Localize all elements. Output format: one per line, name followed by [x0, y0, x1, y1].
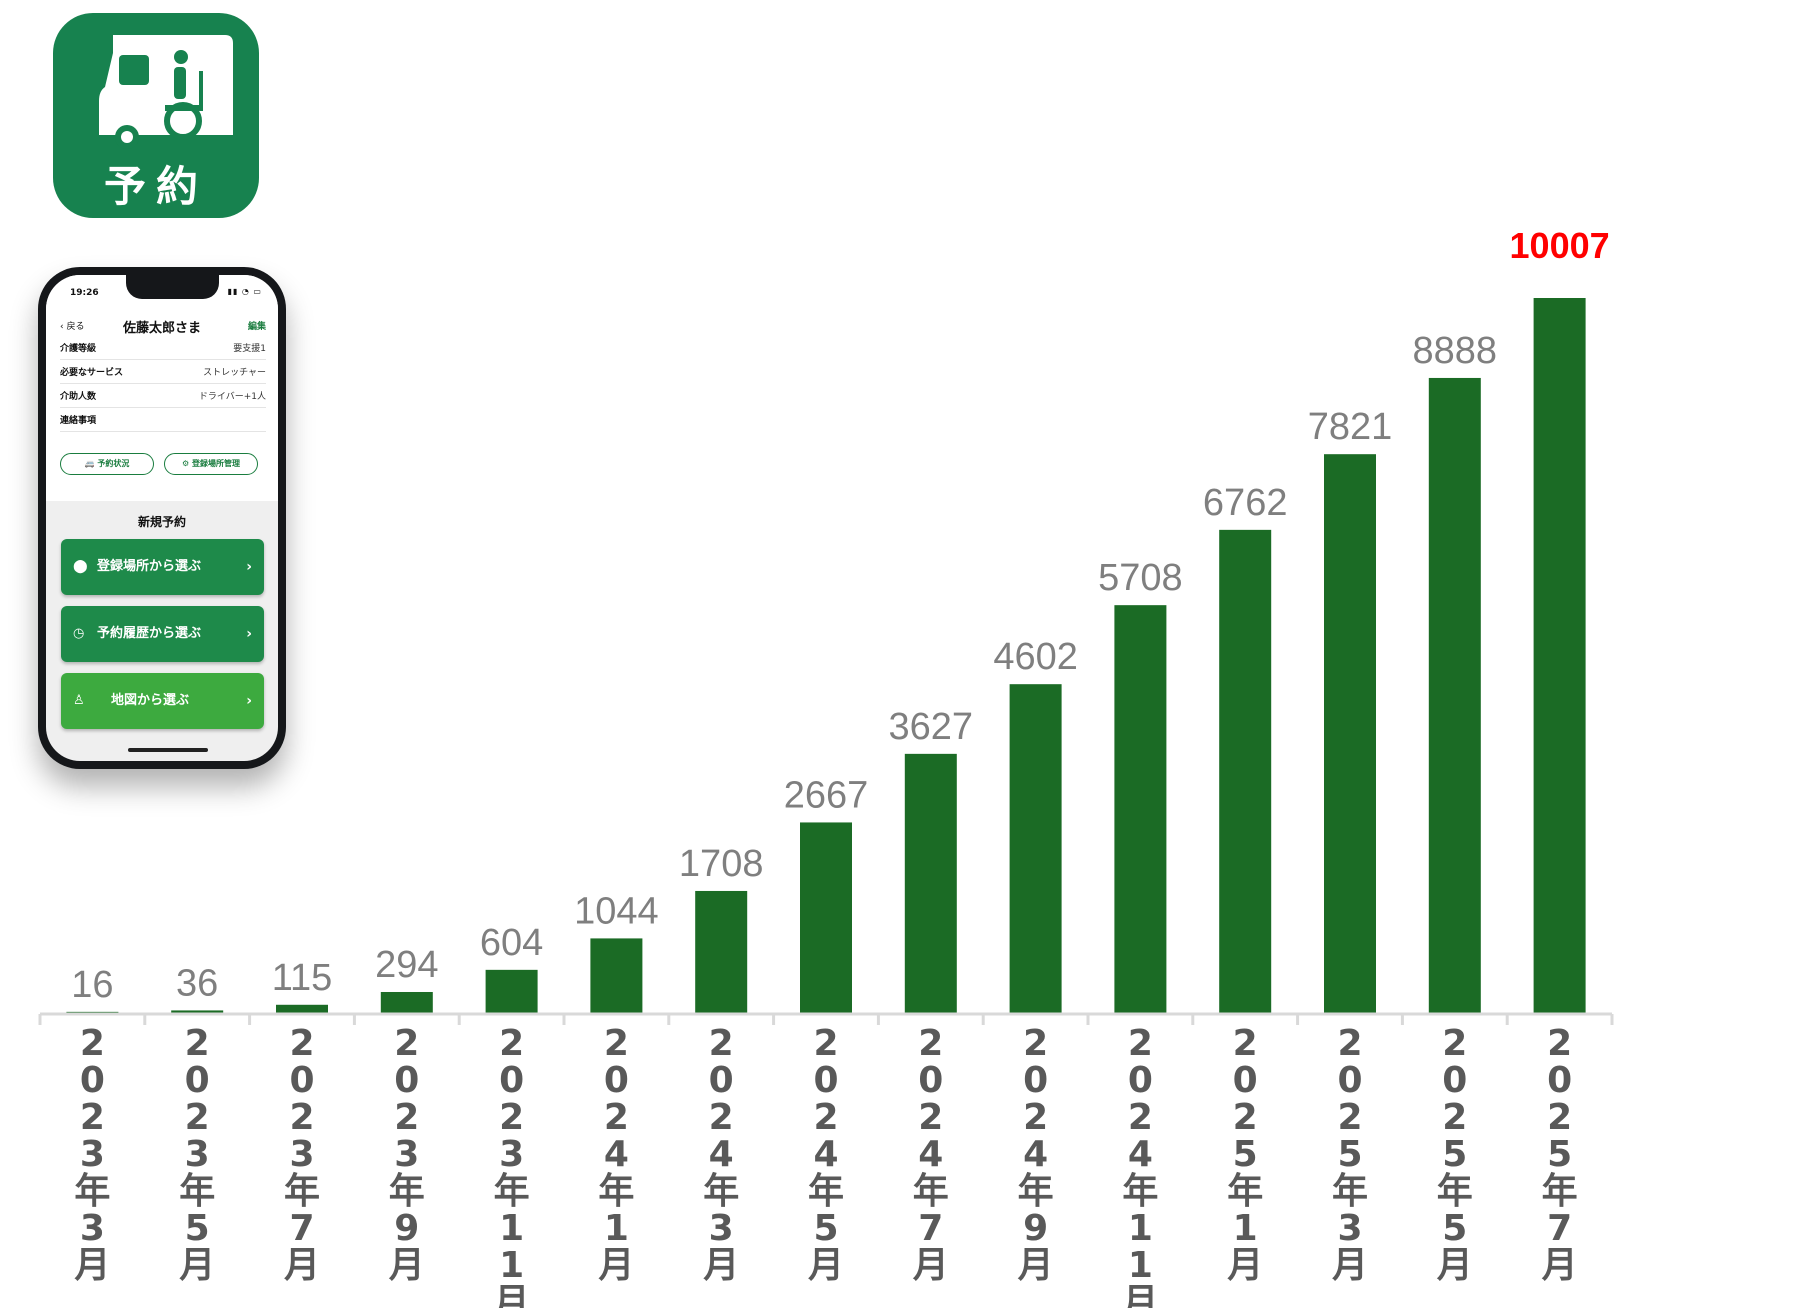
- data-label: 16: [71, 964, 113, 1006]
- info-row-notes: 連絡事項: [60, 407, 266, 432]
- info-label: 介護等級: [60, 344, 97, 354]
- bar: [1533, 298, 1586, 1013]
- data-label: 36: [176, 962, 218, 1004]
- page-title: 佐藤太郎さま: [122, 321, 201, 336]
- info-row-helpers: 介助人数 ドライバー+1人: [60, 383, 266, 408]
- location-pin-icon: ⬤: [73, 559, 88, 574]
- data-label: 5708: [1098, 557, 1183, 599]
- status-time: 19:26: [70, 288, 99, 298]
- chevron-right-icon: ›: [246, 626, 252, 642]
- phone-mockup: 19:26 ▮▮ ◔ ▭ ‹ 戻る 佐藤太郎さま 編集 介護等級 要支援1 必要…: [38, 267, 286, 769]
- chevron-right-icon: ›: [246, 693, 252, 709]
- bar: [1428, 377, 1481, 1014]
- new-reservation-title: 新規予約: [137, 515, 186, 529]
- info-label: 連絡事項: [60, 416, 97, 426]
- history-icon: ◷: [73, 626, 85, 641]
- back-label: 戻る: [66, 322, 85, 332]
- map-person-icon: ♙: [73, 693, 85, 708]
- bar: [1009, 684, 1062, 1013]
- info-value: 要支援1: [233, 344, 266, 354]
- bar: [1114, 605, 1167, 1013]
- bar: [695, 890, 748, 1013]
- info-value: ストレッチャー: [203, 368, 266, 378]
- data-label: 7821: [1308, 406, 1393, 448]
- button-label: 地図から選ぶ: [111, 693, 190, 708]
- data-label: 2667: [784, 774, 869, 816]
- info-row-service: 必要なサービス ストレッチャー: [60, 359, 266, 384]
- data-label: 4602: [993, 636, 1078, 678]
- bar: [171, 1010, 224, 1013]
- bar: [590, 938, 643, 1013]
- location-management-button[interactable]: ⚙ 登録場所管理: [164, 453, 258, 475]
- bar: [904, 753, 957, 1013]
- chevron-right-icon: ›: [246, 559, 252, 575]
- bar: [276, 1004, 328, 1013]
- edit-button[interactable]: 編集: [247, 322, 266, 332]
- data-label: 10007: [1510, 225, 1610, 266]
- data-label: 115: [272, 957, 333, 999]
- data-label: 1044: [574, 890, 659, 932]
- data-label: 1708: [679, 843, 764, 885]
- app-icon-label: 予約: [103, 162, 208, 211]
- reservation-status-button[interactable]: 🚐 予約状況: [60, 453, 154, 475]
- data-label: 3627: [889, 706, 974, 748]
- bar: [380, 991, 433, 1013]
- wheelchair-taxi-icon: [99, 35, 233, 149]
- info-row-care-level: 介護等級 要支援1: [60, 335, 266, 360]
- bar: [485, 969, 538, 1013]
- data-label: 294: [375, 944, 438, 986]
- car-icon: 🚐: [84, 459, 95, 468]
- bar: [66, 1011, 119, 1013]
- status-icons: ▮▮ ◔ ▭: [227, 287, 262, 296]
- select-from-registered-button[interactable]: ⬤ 登録場所から選ぶ ›: [61, 539, 264, 595]
- select-from-history-button[interactable]: ◷ 予約履歴から選ぶ ›: [61, 606, 264, 662]
- data-label: 604: [480, 922, 543, 964]
- phone-notch: [126, 275, 219, 299]
- info-label: 必要なサービス: [60, 368, 124, 378]
- home-indicator: [128, 748, 208, 752]
- bar: [1219, 529, 1272, 1013]
- pill-label: 予約状況: [97, 459, 130, 468]
- button-label: 登録場所から選ぶ: [97, 559, 202, 574]
- bar: [800, 822, 852, 1013]
- app-icon: 予約: [53, 13, 259, 218]
- bar: [1324, 454, 1376, 1013]
- data-label: 8888: [1413, 330, 1498, 372]
- gear-icon: ⚙: [182, 459, 190, 468]
- button-label: 予約履歴から選ぶ: [97, 626, 202, 641]
- back-button[interactable]: ‹ 戻る: [60, 322, 85, 332]
- data-label: 6762: [1203, 482, 1288, 524]
- phone-screen: 19:26 ▮▮ ◔ ▭ ‹ 戻る 佐藤太郎さま 編集 介護等級 要支援1 必要…: [46, 275, 278, 761]
- pill-label: 登録場所管理: [191, 459, 240, 468]
- info-value: ドライバー+1人: [198, 392, 266, 402]
- info-label: 介助人数: [60, 392, 97, 402]
- select-from-map-button[interactable]: ♙ 地図から選ぶ ›: [61, 673, 264, 729]
